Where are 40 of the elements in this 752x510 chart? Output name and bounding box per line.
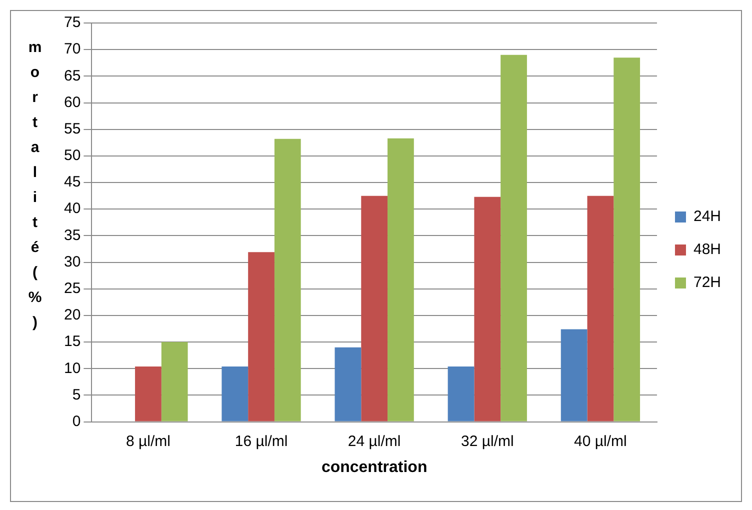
x-tick-label: 8 µl/ml bbox=[126, 432, 170, 450]
y-tick-label: 55 bbox=[64, 120, 81, 138]
y-tick-label: 75 bbox=[64, 14, 81, 32]
bar bbox=[388, 138, 414, 422]
y-tick-label: 15 bbox=[64, 333, 81, 350]
y-tick-label: 30 bbox=[64, 253, 81, 270]
y-tick-label: 5 bbox=[72, 386, 81, 404]
bar bbox=[274, 138, 301, 422]
y-tick-label: 70 bbox=[64, 40, 81, 58]
y-tick-label: 45 bbox=[64, 174, 81, 191]
y-tick-label: 20 bbox=[64, 306, 81, 324]
bar bbox=[614, 58, 640, 422]
bar bbox=[587, 196, 614, 422]
bar bbox=[161, 342, 188, 422]
y-tick-label: 50 bbox=[64, 147, 81, 164]
x-tick-label: 24 µl/ml bbox=[348, 432, 401, 450]
x-axis-title: concentration bbox=[321, 458, 428, 476]
y-tick-label: 10 bbox=[64, 360, 81, 377]
y-tick-label: 65 bbox=[64, 67, 81, 84]
y-tick-label: 60 bbox=[64, 94, 81, 111]
y-tick-label: 0 bbox=[72, 412, 81, 430]
y-tick-label: 40 bbox=[64, 200, 81, 218]
text: mortalité (%) bbox=[28, 39, 42, 332]
bar bbox=[560, 329, 588, 422]
y-tick-label: 25 bbox=[64, 280, 81, 298]
bar bbox=[448, 366, 474, 422]
legend-label: 72H bbox=[693, 274, 722, 292]
legend-label: 48H bbox=[693, 241, 722, 258]
bar bbox=[500, 54, 527, 422]
legend-label: 24H bbox=[693, 208, 722, 226]
x-tick-label: 16 µl/ml bbox=[234, 432, 288, 450]
bar bbox=[361, 196, 388, 422]
y-tick-label: 35 bbox=[64, 226, 81, 244]
bar bbox=[334, 347, 362, 422]
bar bbox=[474, 196, 501, 422]
bar bbox=[222, 366, 248, 422]
x-tick-label: 32 µl/ml bbox=[460, 432, 514, 450]
bar bbox=[248, 252, 274, 422]
x-tick-label: 40 µl/ml bbox=[574, 432, 627, 450]
bar bbox=[135, 366, 162, 422]
